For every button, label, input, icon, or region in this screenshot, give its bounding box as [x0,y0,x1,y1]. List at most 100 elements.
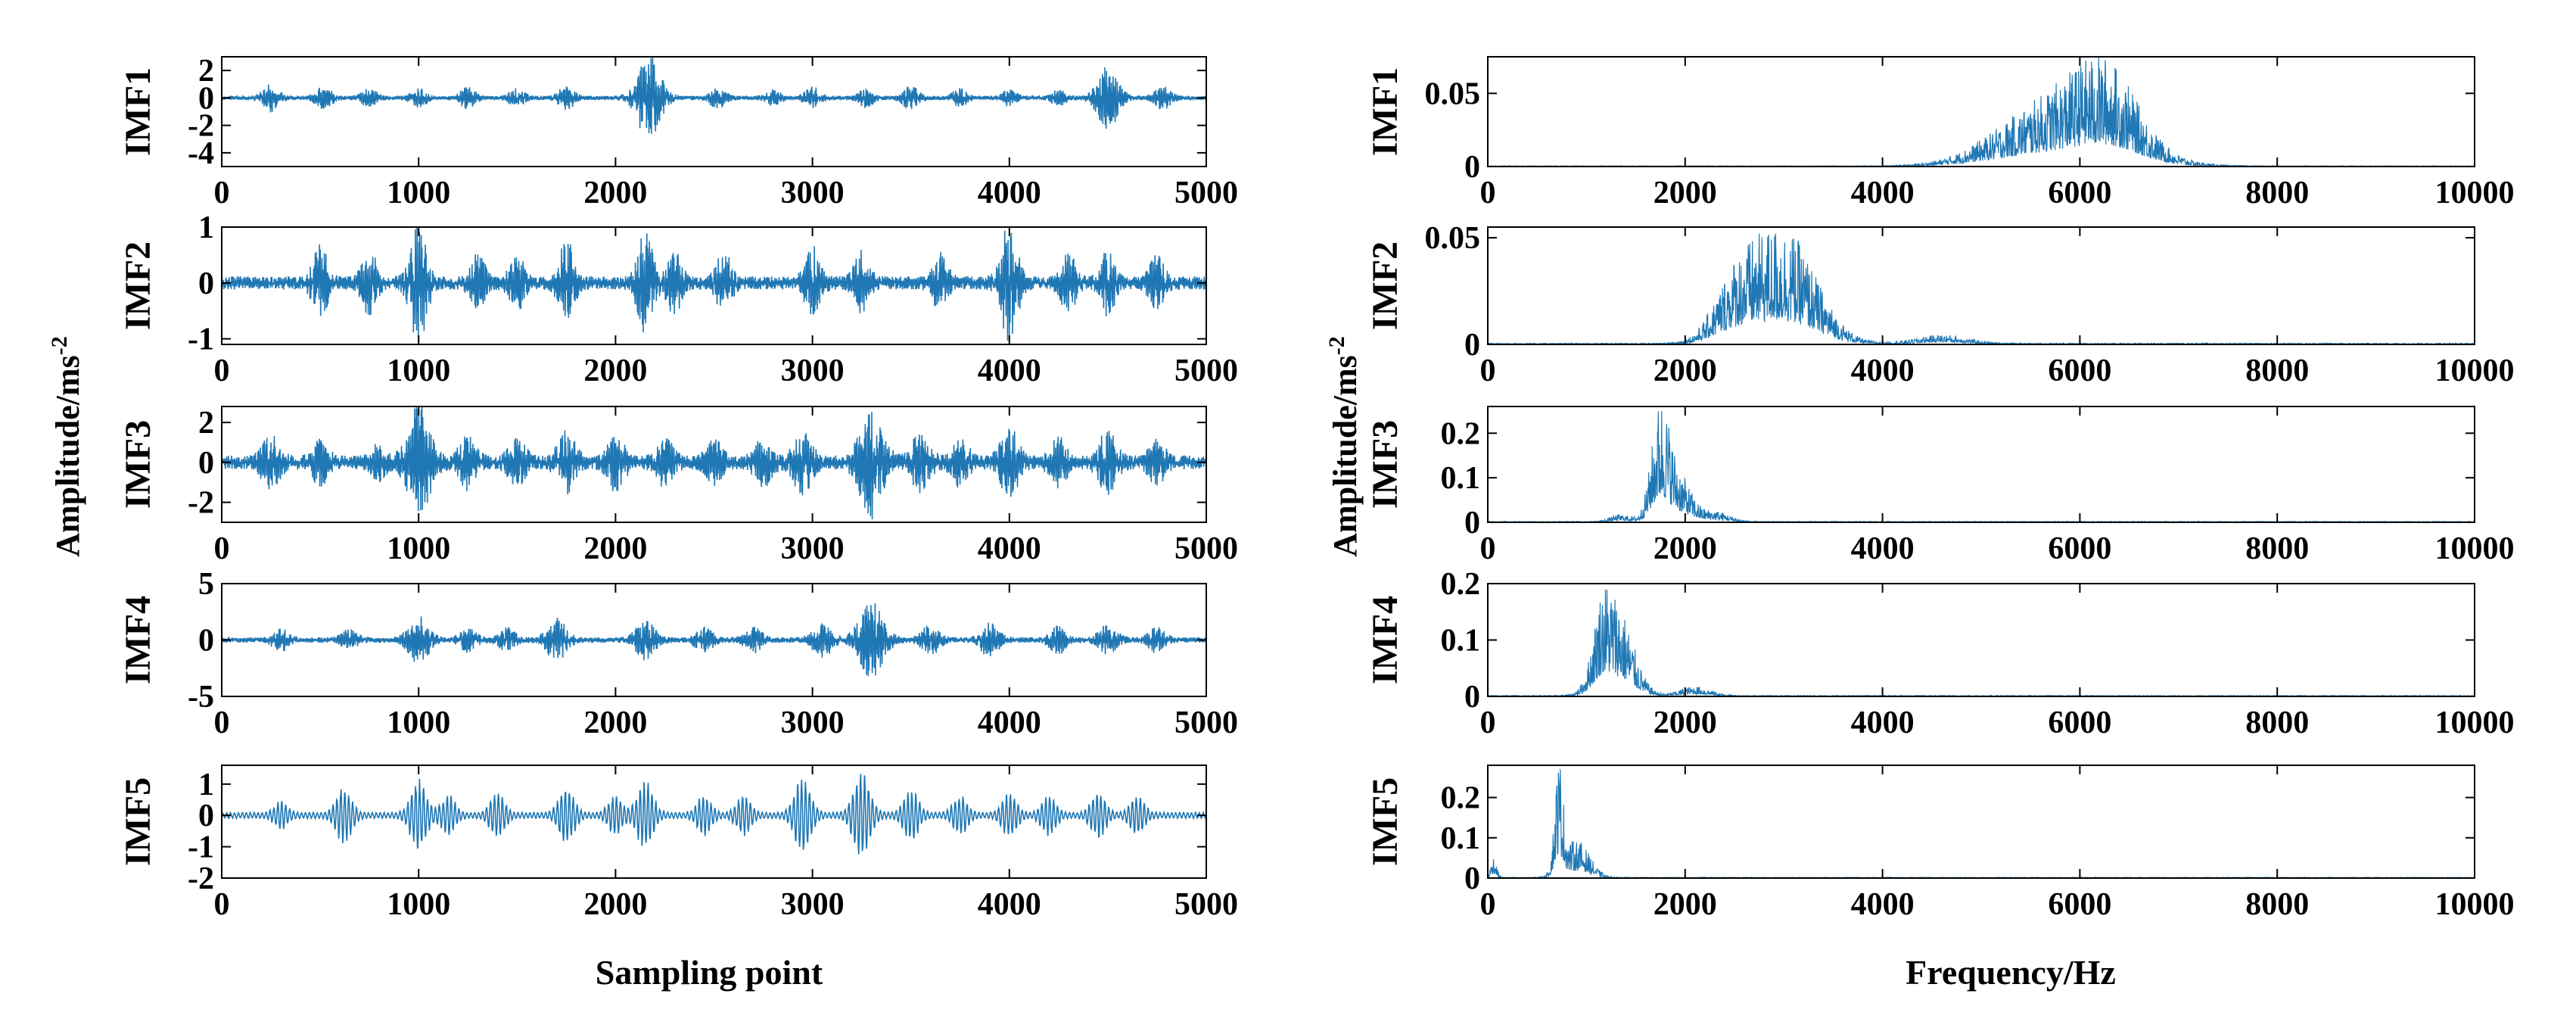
x-tick-label: 0 [214,353,230,388]
y-tick-label: 0 [198,624,214,659]
x-tick-label: 5000 [1174,531,1238,566]
x-tick-label: 6000 [2048,887,2111,922]
signal-trace [1487,233,2475,346]
y-tick-label: 0 [198,81,214,116]
y-tick-label: 0 [198,799,214,833]
y-tick-label: 2 [198,406,214,441]
y-tick-label: -4 [188,136,214,171]
axes-box [221,406,1207,523]
x-tick-label: 4000 [1851,531,1915,566]
right-xlabel: Frequency/Hz [1906,953,2116,992]
x-tick-label: 8000 [2245,353,2309,388]
y-tick-label: -5 [188,680,214,715]
x-tick-label: 0 [214,705,230,740]
x-tick-label: 3000 [781,705,845,740]
x-tick-label: 1000 [387,176,450,210]
x-tick-label: 4000 [1851,353,1915,388]
x-tick-label: 4000 [978,531,1041,566]
x-tick-label: 10000 [2435,176,2515,210]
y-tick-label: 0.2 [1441,416,1481,451]
signal-trace [221,774,1207,855]
signal-trace [221,57,1207,134]
signal-trace [1487,589,2475,698]
y-tick-label: 0.1 [1441,624,1481,659]
y-tick-label: 0 [1464,150,1480,185]
x-tick-label: 1000 [387,353,450,388]
signal-trace [221,226,1207,343]
axes-box [1487,406,2475,523]
x-tick-label: 2000 [1654,176,1717,210]
series-label: IMF5 [118,777,158,866]
x-tick-label: 2000 [583,705,647,740]
y-tick-label: 0.2 [1441,781,1481,816]
x-tick-label: 8000 [2245,531,2309,566]
x-tick-label: 6000 [2048,531,2111,566]
x-tick-label: 2000 [1654,887,1717,922]
axes-box [221,765,1207,879]
x-tick-label: 4000 [1851,176,1915,210]
x-tick-label: 10000 [2435,531,2515,566]
series-label: IMF3 [1365,420,1405,509]
x-tick-label: 8000 [2245,176,2309,210]
left-ylabel: Amplitude/ms-2 [47,336,86,556]
series-label: IMF1 [118,67,158,156]
axes-box [1487,226,2475,345]
axes-box [221,226,1207,345]
y-tick-label: 0 [1464,680,1480,715]
x-tick-label: 0 [214,531,230,566]
signal-trace [221,603,1207,677]
series-label: IMF4 [118,596,158,684]
x-tick-label: 3000 [781,176,845,210]
y-tick-label: 2 [198,54,214,89]
x-tick-label: 10000 [2435,887,2515,922]
x-tick-label: 2000 [583,531,647,566]
x-tick-label: 4000 [1851,705,1915,740]
x-tick-label: 4000 [1851,887,1915,922]
series-label: IMF2 [118,241,158,330]
x-tick-label: 6000 [2048,705,2111,740]
x-tick-label: 4000 [978,705,1041,740]
x-tick-label: 2000 [583,176,647,210]
x-tick-label: 2000 [1654,705,1717,740]
x-tick-label: 2000 [583,353,647,388]
x-tick-label: 3000 [781,531,845,566]
x-tick-label: 6000 [2048,353,2111,388]
y-tick-label: 0.1 [1441,461,1481,496]
x-tick-label: 10000 [2435,353,2515,388]
x-tick-label: 0 [1480,705,1496,740]
x-tick-label: 3000 [781,887,845,922]
axes-box [1487,56,2475,167]
signal-trace [1488,56,2475,168]
x-tick-label: 10000 [2435,705,2515,740]
y-tick-label: 0.05 [1425,76,1481,111]
signal-trace [1487,769,2475,880]
y-tick-label: 0 [198,266,214,301]
y-tick-label: 0 [1464,506,1480,540]
y-tick-label: -2 [188,109,214,144]
x-tick-label: 0 [1480,531,1496,566]
x-tick-label: 4000 [978,353,1041,388]
y-tick-label: 1 [198,210,214,245]
y-tick-label: -2 [188,861,214,896]
x-tick-label: 2000 [1654,531,1717,566]
signal-trace [1487,410,2475,524]
series-label: IMF3 [118,420,158,509]
right-column: 0 2000 4000 6000 8000 10000 0.05 0 IMF1 0 2000 4000… [1365,56,2515,922]
series-label: IMF1 [1365,67,1405,156]
x-tick-label: 4000 [978,887,1041,922]
series-label: IMF4 [1365,596,1405,684]
x-tick-label: 3000 [781,353,845,388]
x-tick-label: 4000 [978,176,1041,210]
y-tick-label: 0.1 [1441,821,1481,856]
series-label: IMF2 [1365,241,1405,330]
spectrum-panel-imf4: 0 2000 4000 6000 8000 10000 0.2 0.1 0 IMF4 [1365,567,2515,740]
y-tick-label: -1 [188,830,214,865]
x-tick-label: 1000 [387,705,450,740]
x-tick-label: 0 [1480,887,1496,922]
y-tick-label: -1 [188,322,214,357]
x-tick-label: 8000 [2245,705,2309,740]
